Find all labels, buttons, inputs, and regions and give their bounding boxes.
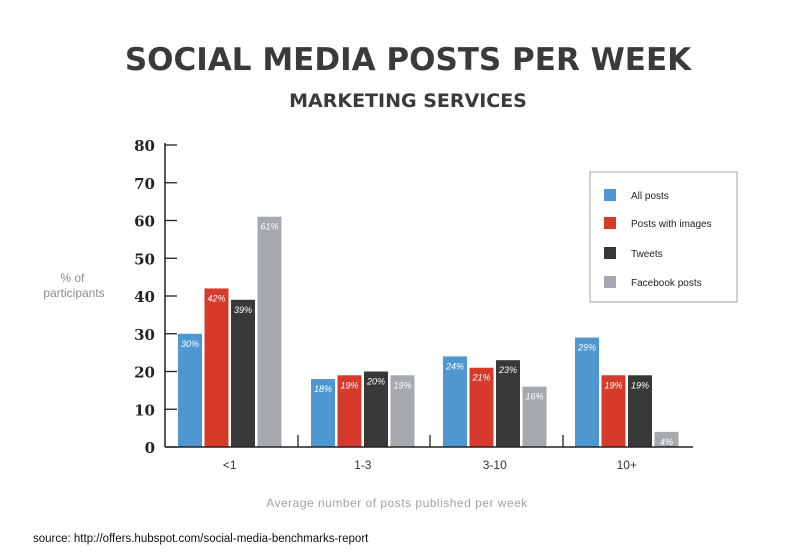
legend: All posts Posts with images Tweets Facebook… xyxy=(589,171,738,303)
chart-title: SOCIAL MEDIA POSTS PER WEEK xyxy=(125,42,692,78)
y-axis-ticks: 0 10 20 30 40 50 60 70 80 xyxy=(134,137,155,457)
x-tick-label: 10+ xyxy=(617,458,637,472)
legend-items: All posts Posts with images Tweets Facebook… xyxy=(604,189,712,289)
bar xyxy=(628,375,652,447)
legend-swatch xyxy=(604,217,616,229)
bar-value-label: 24% xyxy=(445,361,464,371)
bar xyxy=(178,333,202,447)
y-tick-label: 20 xyxy=(134,364,155,382)
bars xyxy=(178,216,679,447)
bar xyxy=(443,356,467,447)
bar-value-label: 19% xyxy=(604,380,622,390)
x-tick-label: 1-3 xyxy=(354,458,372,472)
bar-value-label: 18% xyxy=(314,384,332,394)
bar xyxy=(257,216,282,447)
bar-value-label: 30% xyxy=(181,339,199,349)
legend-label: All posts xyxy=(631,191,669,202)
bar xyxy=(364,371,388,447)
y-tick-label: 10 xyxy=(134,401,155,419)
y-tick-label: 50 xyxy=(134,250,155,268)
bar-value-label: 23% xyxy=(498,365,517,375)
bar-value-label: 20% xyxy=(366,377,385,387)
chart-subtitle: MARKETING SERVICES xyxy=(289,90,527,112)
bar-value-label: 39% xyxy=(234,305,252,315)
bar xyxy=(204,288,229,447)
bar-value-label: 19% xyxy=(631,380,649,390)
bar xyxy=(469,367,494,447)
y-axis-label-line-2: participants xyxy=(43,286,104,300)
legend-label: Posts with images xyxy=(631,219,712,230)
axis-marks xyxy=(165,144,564,448)
legend-swatch xyxy=(604,247,616,259)
bar xyxy=(337,375,362,447)
bar xyxy=(522,386,547,447)
y-tick-label: 40 xyxy=(134,288,155,306)
bar-value-label: 29% xyxy=(577,343,596,353)
bar-value-label: 19% xyxy=(340,380,358,390)
x-tick-label: 3-10 xyxy=(483,458,507,472)
y-tick-label: 80 xyxy=(134,137,155,155)
bar-value-label: 16% xyxy=(525,392,543,402)
bar xyxy=(390,375,415,447)
bar xyxy=(654,431,679,447)
bar-value-label: 61% xyxy=(260,222,278,232)
bar-value-label: 42% xyxy=(207,293,225,303)
y-axis-label-line-1: % of xyxy=(60,271,85,285)
y-tick-label: 0 xyxy=(145,439,155,457)
bar xyxy=(231,299,255,447)
y-tick-label: 60 xyxy=(134,213,155,231)
y-axis-label: % of participants xyxy=(43,271,104,300)
bar-labels: 30% 42% 39% 61% 18% 19% 20% 19% 24% 21% 23% 16% 29% 1… xyxy=(181,222,673,447)
bar xyxy=(496,360,520,447)
bar xyxy=(311,379,335,447)
x-axis-label: Average number of posts published per we… xyxy=(266,496,528,510)
bar-value-label: 19% xyxy=(393,380,411,390)
y-tick-label: 70 xyxy=(134,175,155,193)
bar-value-label: 4% xyxy=(660,437,673,447)
bar xyxy=(601,375,626,447)
legend-label: Facebook posts xyxy=(631,278,702,289)
legend-swatch xyxy=(604,189,616,201)
y-tick-label: 30 xyxy=(134,326,155,344)
x-axis-ticks: <1 1-3 3-10 10+ xyxy=(223,458,637,472)
x-tick-label: <1 xyxy=(223,458,237,472)
legend-label: Tweets xyxy=(631,249,663,260)
bar xyxy=(575,337,599,447)
legend-swatch xyxy=(604,276,616,288)
source-note: source: http://offers.hubspot.com/social… xyxy=(33,533,369,545)
bar-value-label: 21% xyxy=(471,373,490,383)
